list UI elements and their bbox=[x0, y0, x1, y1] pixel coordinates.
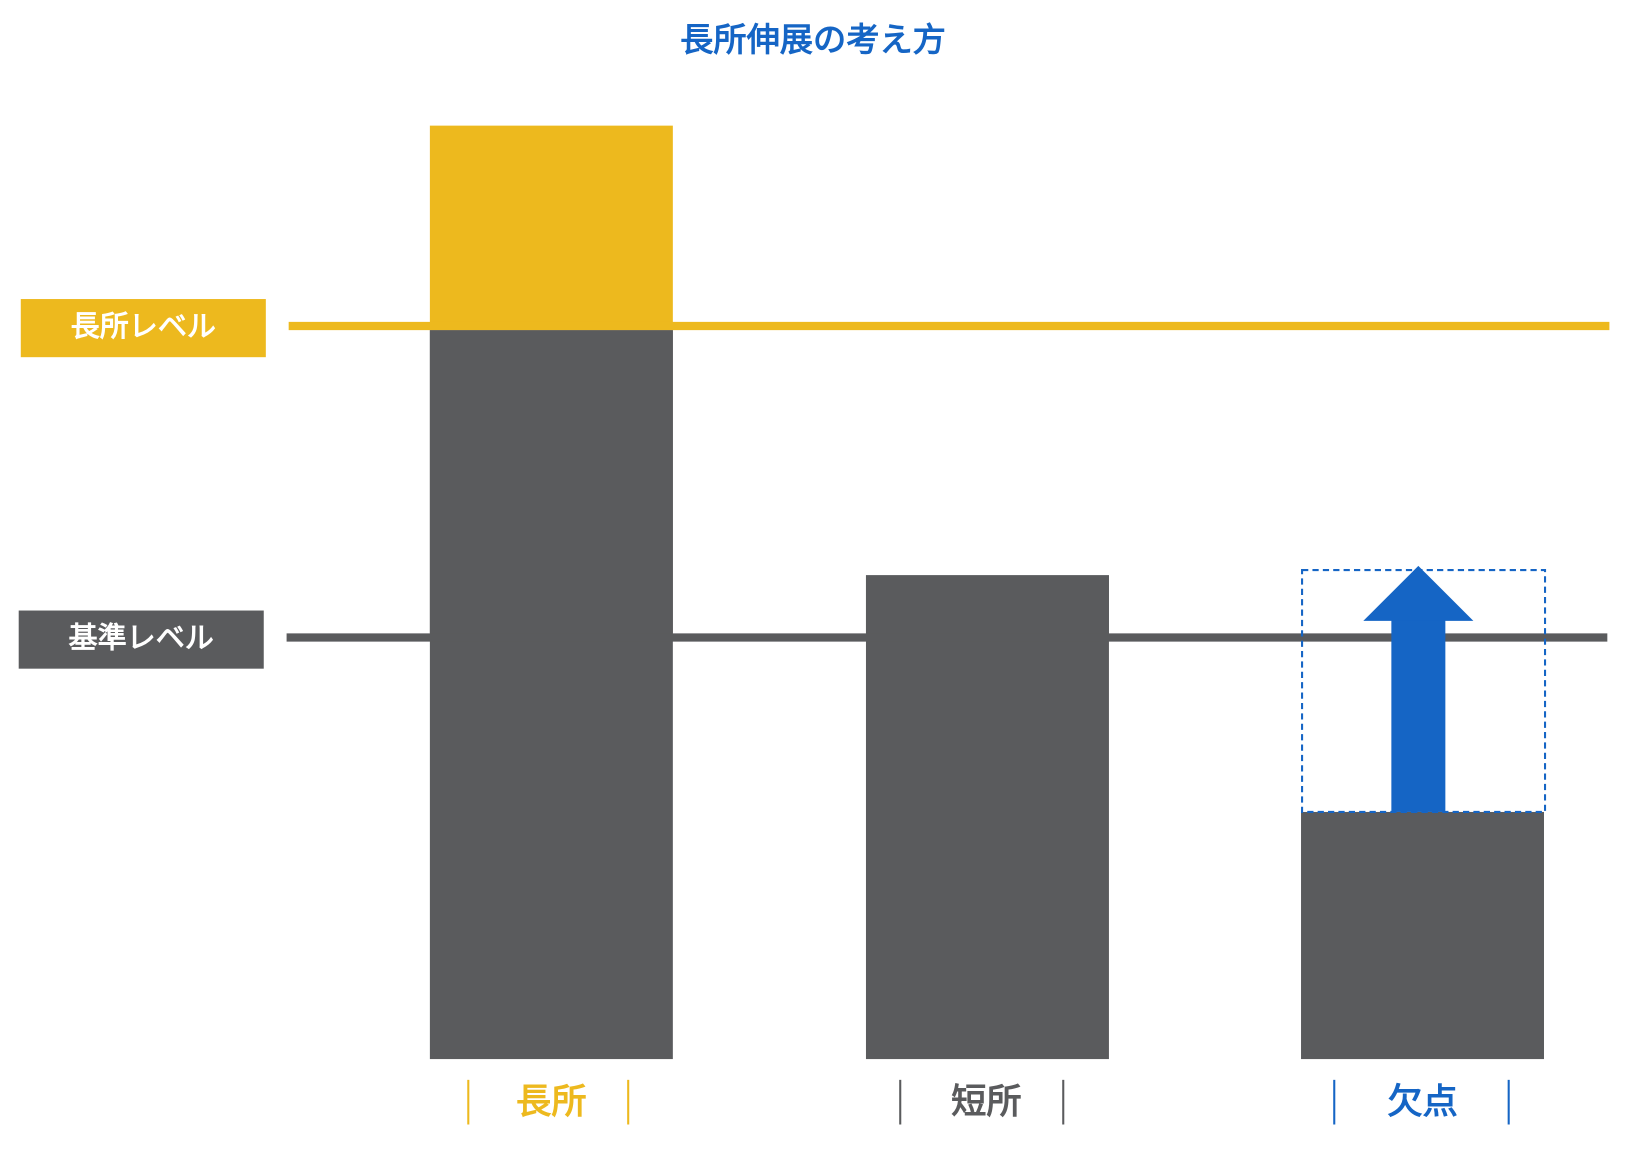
strength-level-label: 長所レベル bbox=[71, 309, 216, 343]
bar-label: 欠点 bbox=[1387, 1082, 1458, 1123]
bar-base bbox=[865, 575, 1109, 1060]
arrow-head bbox=[1363, 565, 1474, 621]
title: 長所伸展の考え方 bbox=[680, 20, 946, 59]
arrow-shaft bbox=[1391, 618, 1446, 812]
bar-base-cover bbox=[865, 575, 1109, 634]
bar-label: 長所 bbox=[516, 1082, 587, 1123]
strength-level-box bbox=[20, 299, 266, 358]
bar-label: 短所 bbox=[951, 1082, 1022, 1123]
baseline-level-label: 基準レベル bbox=[69, 621, 214, 655]
baseline-level-box bbox=[18, 610, 264, 669]
bar-base-cover bbox=[429, 330, 673, 634]
bar-strength-top bbox=[429, 125, 673, 331]
bar-base bbox=[1301, 811, 1544, 1060]
